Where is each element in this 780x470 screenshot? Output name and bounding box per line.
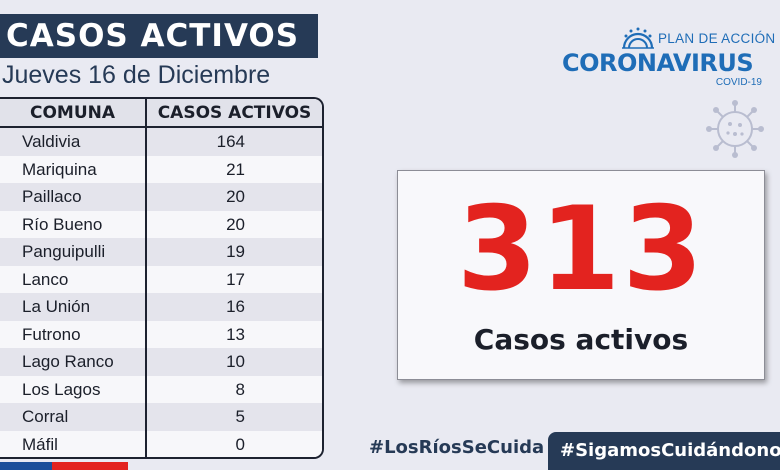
comuna-cell: Lanco	[0, 265, 147, 293]
logo-coronavirus-text: CORONAVIRUS	[562, 49, 754, 77]
table-row: Los Lagos 8	[0, 375, 322, 403]
comuna-cell: Futrono	[0, 320, 147, 348]
table-body: Valdivia 164 Mariquina 21 Paillaco 20 Rí…	[0, 128, 322, 457]
flag-stripe-blue	[0, 462, 52, 470]
hashtag-sigamos: #SigamosCuidándonos	[548, 432, 780, 470]
cases-table: COMUNA CASOS ACTIVOS Valdivia 164 Mariqu…	[0, 97, 324, 459]
table-row: Mariquina 21	[0, 155, 322, 183]
total-cases-card: 313 Casos activos	[397, 170, 765, 380]
casos-cell: 5	[235, 407, 245, 426]
logo-plan-text: PLAN DE ACCIÓN	[658, 31, 776, 46]
casos-cell: 19	[226, 242, 245, 261]
casos-cell: 8	[235, 379, 245, 399]
title-banner: CASOS ACTIVOS	[0, 14, 318, 58]
hashtag-los-rios: #LosRíosSeCuida	[369, 437, 545, 458]
table-row: Lanco 17	[0, 265, 322, 293]
total-cases-label: Casos activos	[473, 323, 689, 356]
table-row: Futrono 13	[0, 320, 322, 348]
table-row: Paillaco 20	[0, 183, 322, 211]
comuna-cell: Máfil	[0, 430, 147, 457]
virus-icon	[706, 100, 764, 158]
coronavirus-plan-logo: PLAN DE ACCIÓN CORONAVIRUS COVID-19	[562, 26, 775, 92]
table-row: La Unión 16	[0, 293, 322, 321]
flag-stripe-red	[52, 462, 128, 470]
comuna-cell: Paillaco	[0, 183, 147, 211]
comuna-cell: Valdivia	[0, 128, 147, 156]
header-comuna: COMUNA	[0, 99, 147, 126]
logo-covid-text: COVID-19	[715, 77, 762, 88]
casos-cell: 10	[226, 352, 245, 371]
comuna-cell: Lago Ranco	[0, 348, 147, 376]
casos-cell: 13	[226, 324, 245, 344]
government-seal-icon	[622, 27, 654, 49]
table-row: Panguipulli 19	[0, 238, 322, 266]
table-row: Río Bueno 20	[0, 210, 322, 238]
comuna-cell: Mariquina	[0, 155, 147, 183]
casos-cell: 164	[216, 132, 245, 151]
comuna-cell: Corral	[0, 403, 147, 431]
casos-cell: 17	[226, 269, 245, 289]
casos-cell: 20	[226, 187, 245, 206]
total-cases-number: 313	[456, 182, 706, 317]
casos-cell: 21	[226, 159, 245, 179]
date-label: Jueves 16 de Diciembre	[2, 61, 271, 89]
table-header: COMUNA CASOS ACTIVOS	[0, 99, 322, 128]
header-casos: CASOS ACTIVOS	[157, 103, 312, 123]
table-row: Corral 5	[0, 403, 322, 431]
comuna-cell: Los Lagos	[0, 375, 147, 403]
table-row: Lago Ranco 10	[0, 348, 322, 376]
comuna-cell: La Unión	[0, 293, 147, 321]
table-row: Máfil 0	[0, 430, 322, 457]
casos-cell: 0	[235, 434, 245, 454]
casos-cell: 20	[226, 214, 245, 234]
table-row: Valdivia 164	[0, 128, 322, 156]
comuna-cell: Río Bueno	[0, 210, 147, 238]
comuna-cell: Panguipulli	[0, 238, 147, 266]
casos-cell: 16	[226, 297, 245, 316]
